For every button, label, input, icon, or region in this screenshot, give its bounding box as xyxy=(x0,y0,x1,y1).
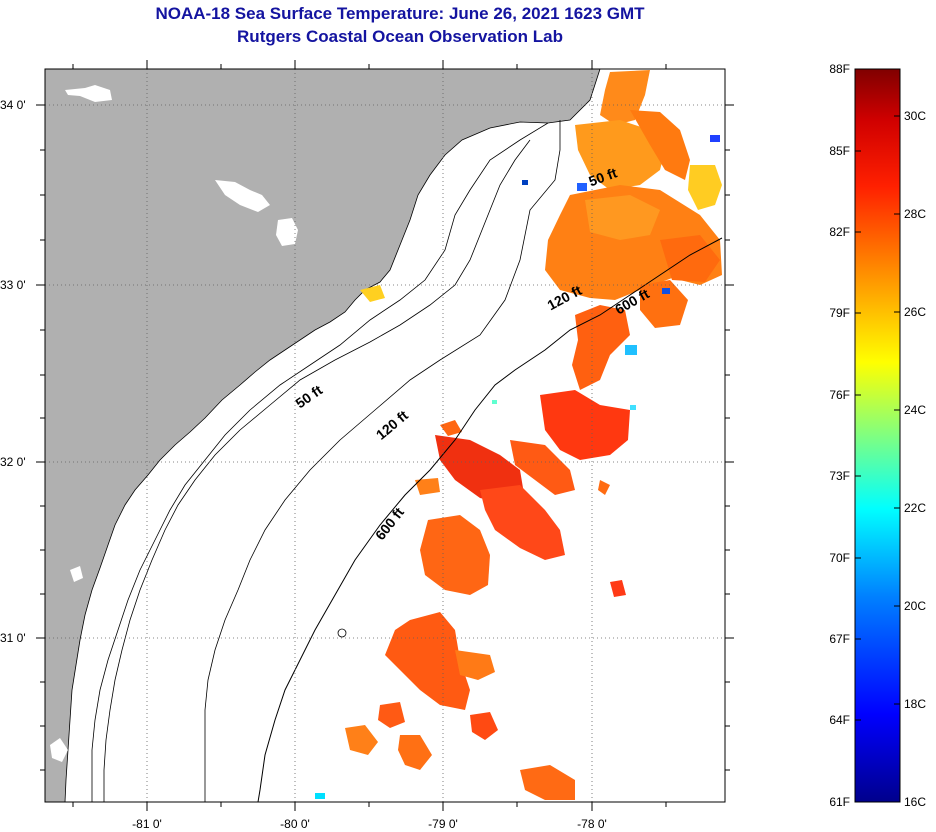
lat-label: 32 0' xyxy=(0,455,26,469)
sst-imagery xyxy=(315,70,722,800)
temp-f-label: 73F xyxy=(829,469,850,483)
lake xyxy=(70,566,83,582)
lake xyxy=(65,85,112,102)
temp-c-label: 18C xyxy=(904,697,926,711)
lon-label: -81 0' xyxy=(132,817,162,831)
temp-c-label: 24C xyxy=(904,403,926,417)
lake xyxy=(50,738,68,762)
lat-label: 31 0' xyxy=(0,631,26,645)
temp-f-label: 67F xyxy=(829,632,850,646)
lon-label: -78 0' xyxy=(577,817,607,831)
colorbar xyxy=(854,68,901,803)
temp-c-label: 26C xyxy=(904,305,926,319)
colorbar-celsius-labels: 30C 28C 26C 24C 22C 20C 18C 16C xyxy=(904,109,926,809)
temp-c-label: 22C xyxy=(904,501,926,515)
colorbar-fahrenheit-labels: 88F 85F 82F 79F 76F 73F 70F 67F 64F 61F xyxy=(829,62,850,809)
land-area xyxy=(45,69,601,802)
contour-50ft xyxy=(103,139,531,802)
lon-label: -79 0' xyxy=(428,817,458,831)
temp-f-label: 82F xyxy=(829,225,850,239)
contour-600ft xyxy=(257,237,723,802)
map-subtitle: Rutgers Coastal Ocean Observation Lab xyxy=(237,27,563,46)
lon-label: -80 0' xyxy=(280,817,310,831)
temp-c-label: 16C xyxy=(904,795,926,809)
contour-ring xyxy=(337,628,347,638)
temp-f-label: 64F xyxy=(829,713,850,727)
axis-ticks xyxy=(36,60,734,811)
temp-c-label: 20C xyxy=(904,599,926,613)
graticule xyxy=(45,69,725,802)
temp-c-label: 28C xyxy=(904,207,926,221)
temp-f-label: 70F xyxy=(829,551,850,565)
lat-label: 33 0' xyxy=(0,278,26,292)
lake xyxy=(215,180,270,212)
map-title: NOAA-18 Sea Surface Temperature: June 26… xyxy=(155,4,645,23)
temp-f-label: 85F xyxy=(829,144,850,158)
colorbar-ticks xyxy=(855,68,900,803)
temp-f-label: 88F xyxy=(829,62,850,76)
contour-120ft xyxy=(204,120,561,802)
temp-f-label: 76F xyxy=(829,388,850,402)
temp-c-label: 30C xyxy=(904,109,926,123)
temp-f-label: 61F xyxy=(829,795,850,809)
temp-f-label: 79F xyxy=(829,306,850,320)
map-frame xyxy=(44,68,726,803)
lat-label: 34 0' xyxy=(0,98,26,112)
lake xyxy=(276,218,298,246)
inner-coastline xyxy=(91,122,549,802)
